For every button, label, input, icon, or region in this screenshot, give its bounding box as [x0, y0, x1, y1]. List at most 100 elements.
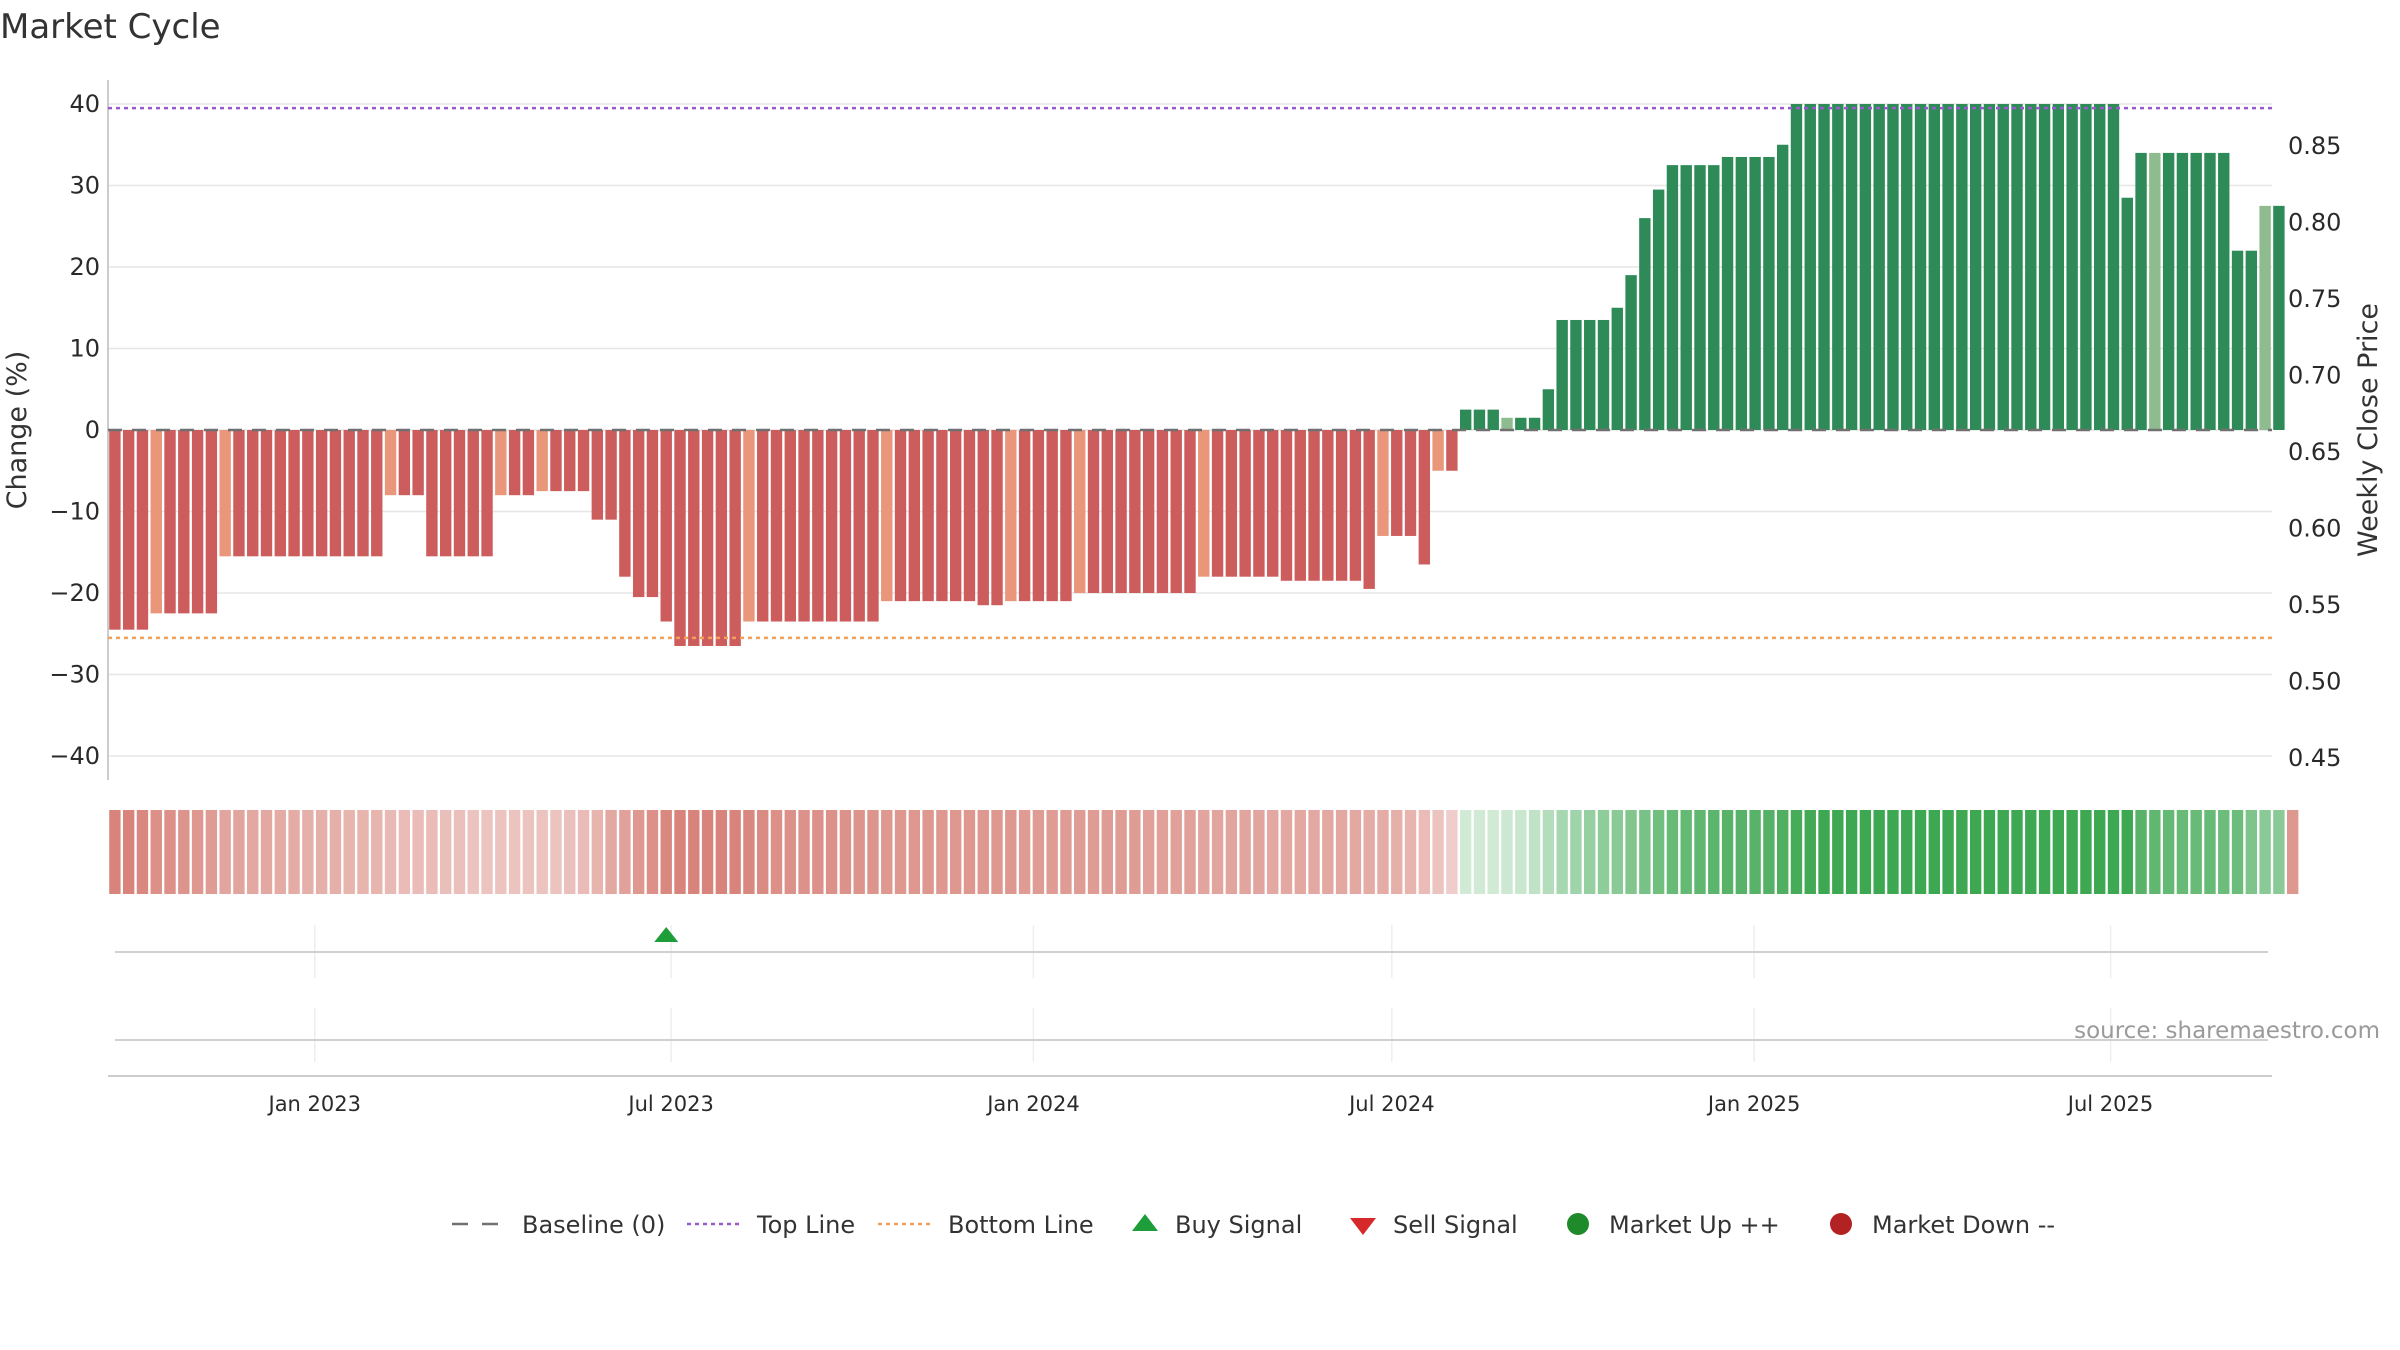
x-tick-label: Jul 2023 [626, 1092, 713, 1116]
y2-tick-label: 0.70 [2288, 362, 2341, 390]
change-bar [1294, 430, 1306, 581]
change-bar [1032, 430, 1045, 602]
change-bar [1156, 430, 1169, 593]
strength-cell [1459, 810, 1472, 894]
strength-cell [977, 810, 989, 894]
change-bar [1625, 275, 1637, 430]
change-bar [1280, 430, 1293, 581]
strength-cell [1156, 810, 1169, 894]
change-bar [1887, 104, 1899, 430]
change-bar [632, 430, 645, 598]
strength-cell [1845, 810, 1858, 894]
strength-cell [1749, 810, 1761, 894]
strength-cell [1473, 810, 1486, 894]
legend-item: Buy Signal [1132, 1211, 1302, 1239]
y2-tick-label: 0.75 [2288, 285, 2341, 313]
change-bar [122, 430, 135, 630]
strength-cell [2121, 810, 2133, 894]
strength-cell [178, 810, 190, 894]
strength-cell [1956, 810, 1968, 894]
strength-cell [1942, 810, 1954, 894]
change-bar [2025, 104, 2037, 430]
strength-cell [1391, 810, 1403, 894]
change-bar [1473, 409, 1486, 430]
legend-label: Buy Signal [1175, 1211, 1302, 1239]
change-bar [371, 430, 383, 557]
x-axis-ticks: Jan 2023 Jul 2023 Jan 2024 Jul 2024 Jan 2025… [267, 1092, 2154, 1116]
change-bar [1198, 430, 1210, 577]
change-bar [1639, 218, 1651, 430]
strength-cell [963, 810, 976, 894]
strength-cell [2259, 810, 2271, 894]
change-bar [2176, 152, 2189, 430]
change-bar [812, 430, 824, 622]
strength-cell [2231, 810, 2244, 894]
y2-tick-label: 0.80 [2288, 209, 2341, 237]
y-tick-label: −40 [49, 742, 100, 770]
strength-cell [1018, 810, 1031, 894]
change-bar [1542, 389, 1555, 430]
strength-cell [1528, 810, 1541, 894]
strength-cell [2080, 810, 2092, 894]
strength-cell [770, 810, 783, 894]
y-tick-label: 30 [69, 172, 100, 200]
change-bar [2245, 250, 2258, 430]
strength-cell [839, 810, 852, 894]
strength-cell [550, 810, 562, 894]
strength-cell [674, 810, 686, 894]
strength-cell [1597, 810, 1610, 894]
change-bar [550, 430, 562, 492]
change-bar [1060, 430, 1072, 602]
change-bar [481, 430, 493, 557]
signal-panel-grid [314, 925, 2112, 1062]
change-bar [1845, 104, 1858, 430]
change-bar [867, 430, 879, 622]
strength-cell [1294, 810, 1306, 894]
change-bar [1115, 430, 1127, 593]
change-bar [2066, 104, 2078, 430]
strength-cell [646, 810, 659, 894]
change-bar [1804, 104, 1816, 430]
strength-cell [1377, 810, 1389, 894]
strength-cell [1694, 810, 1706, 894]
change-bar [881, 430, 893, 602]
change-bar [2135, 152, 2147, 430]
change-bar [1239, 430, 1251, 577]
change-bar [1694, 165, 1706, 430]
legend-item: Top Line [687, 1211, 855, 1239]
change-bar [701, 430, 714, 646]
change-bar [1267, 430, 1279, 577]
change-bar [136, 430, 149, 630]
strength-cell [1239, 810, 1251, 894]
change-bar [1818, 104, 1830, 430]
change-bar [2080, 104, 2092, 430]
strength-cell [1115, 810, 1127, 894]
strength-cell [1859, 810, 1872, 894]
strength-cell [1680, 810, 1692, 894]
legend-item: Market Up ++ [1567, 1211, 1780, 1239]
legend-item: Market Down -- [1830, 1211, 2055, 1239]
strength-cell [1873, 810, 1885, 894]
change-bar [1969, 104, 1982, 430]
strength-cell [1032, 810, 1045, 894]
change-bar [302, 430, 314, 557]
change-bar [1349, 430, 1362, 581]
change-bar [894, 430, 907, 602]
strength-cell [315, 810, 328, 894]
legend: Baseline (0) Top Line Bottom Line Buy Signa… [452, 1211, 2055, 1239]
change-bar [1708, 165, 1720, 430]
y-axis-label: Change (%) [2, 351, 33, 510]
change-bar [564, 430, 576, 492]
change-bar [1391, 430, 1403, 536]
change-bar [1983, 104, 1996, 430]
y-tick-label: −10 [49, 498, 100, 526]
strength-cell [1652, 810, 1665, 894]
change-bar [1735, 156, 1748, 430]
y2-axis-label: Weekly Close Price [2353, 303, 2384, 557]
change-bar [495, 430, 507, 496]
change-bar [908, 430, 921, 602]
strength-cell [522, 810, 535, 894]
y-tick-label: −30 [49, 661, 100, 689]
change-bar [1859, 104, 1872, 430]
strength-cell [1928, 810, 1940, 894]
